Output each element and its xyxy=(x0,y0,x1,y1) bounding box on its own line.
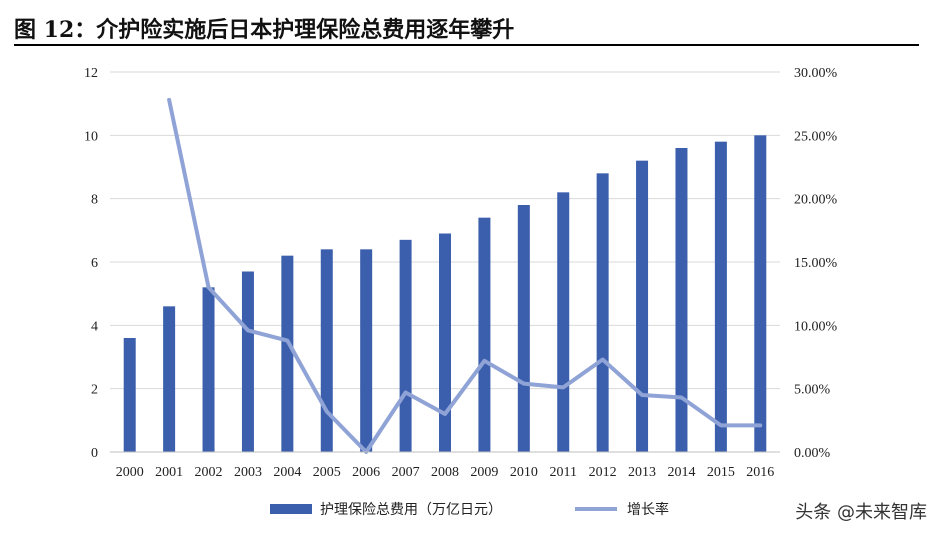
bar xyxy=(754,135,767,453)
y-left-tick-label: 2 xyxy=(91,383,98,398)
y-right-tick-label: 25.00% xyxy=(794,129,838,144)
bar xyxy=(439,233,451,452)
y-left-tick-label: 6 xyxy=(91,256,98,271)
y-left-tick-label: 12 xyxy=(84,66,98,81)
bar xyxy=(557,192,570,453)
bar xyxy=(241,271,254,452)
title-divider xyxy=(14,44,919,46)
bar xyxy=(360,249,373,452)
y-left-tick-label: 4 xyxy=(91,319,98,334)
bar xyxy=(636,160,649,452)
x-tick-label: 2000 xyxy=(116,465,144,480)
y-left-tick-label: 8 xyxy=(91,193,98,208)
x-tick-label: 2016 xyxy=(746,465,774,480)
bar xyxy=(399,239,412,452)
y-left-tick-label: 0 xyxy=(91,446,98,461)
legend: 护理保险总费用（万亿日元） 增长率 xyxy=(270,501,669,518)
x-tick-label: 2012 xyxy=(589,465,617,480)
bar xyxy=(163,306,176,452)
growth-rate-line xyxy=(167,97,763,454)
bar xyxy=(478,217,491,452)
y-right-tick-label: 0.00% xyxy=(794,446,831,461)
x-tick-label: 2010 xyxy=(510,465,538,480)
y-right-tick-label: 20.00% xyxy=(794,193,838,208)
bar xyxy=(202,287,215,452)
x-tick-label: 2015 xyxy=(707,465,735,480)
watermark: 头条 @未来智库 xyxy=(795,502,927,523)
legend-swatch-bar xyxy=(270,504,312,514)
bar xyxy=(596,173,609,453)
y-right-tick-label: 5.00% xyxy=(794,383,831,398)
bar xyxy=(675,148,688,452)
title-area: 图 12：介护险实施后日本护理保险总费用逐年攀升 xyxy=(14,6,927,46)
y-right-tick-label: 10.00% xyxy=(794,319,838,334)
bar xyxy=(281,255,294,452)
x-tick-label: 2009 xyxy=(470,465,498,480)
y-right-tick-label: 15.00% xyxy=(794,256,838,271)
bar xyxy=(123,338,136,452)
x-tick-label: 2004 xyxy=(273,465,301,480)
y-left-tick-label: 10 xyxy=(84,129,98,144)
x-tick-label: 2014 xyxy=(667,465,695,480)
x-tick-label: 2007 xyxy=(392,465,420,480)
x-tick-label: 2008 xyxy=(431,465,459,480)
x-tick-label: 2003 xyxy=(234,465,262,480)
y-right-tick-label: 30.00% xyxy=(794,66,838,81)
axes: 0 2 4 6 8 10 12 0.00% 5.00% 10.00% 15.00% 20.00% 25.… xyxy=(84,66,838,480)
line-series xyxy=(167,97,763,454)
legend-label-bar: 护理保险总费用（万亿日元） xyxy=(320,502,502,518)
x-tick-label: 2006 xyxy=(352,465,380,480)
bar xyxy=(320,249,333,452)
x-tick-label: 2001 xyxy=(155,465,183,480)
bar-series xyxy=(123,135,767,453)
legend-label-line: 增长率 xyxy=(627,501,669,518)
x-tick-label: 2011 xyxy=(549,465,576,480)
x-tick-label: 2013 xyxy=(628,465,656,480)
x-tick-label: 2005 xyxy=(313,465,341,480)
bar xyxy=(517,205,530,452)
x-tick-label: 2002 xyxy=(195,465,223,480)
bar xyxy=(714,141,727,452)
figure-title: 图 12：介护险实施后日本护理保险总费用逐年攀升 xyxy=(14,17,515,43)
